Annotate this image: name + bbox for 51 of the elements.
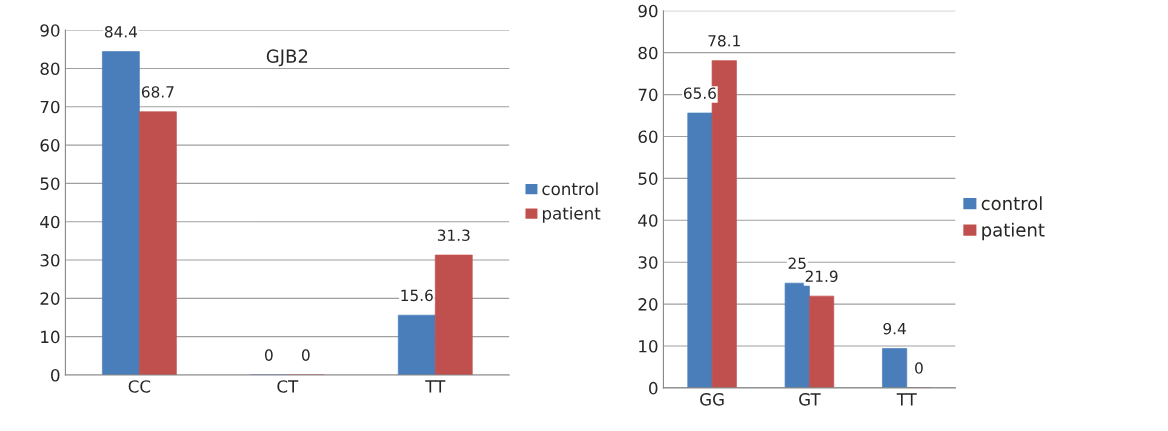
y-tick-label: 60 — [638, 130, 658, 144]
data-label: 0 — [301, 349, 310, 361]
legend-label: patient — [982, 222, 1045, 241]
bar — [882, 348, 908, 388]
data-label: 78.1 — [708, 35, 740, 47]
y-tick-label: 70 — [40, 100, 60, 114]
y-tick-label: 20 — [638, 298, 658, 311]
y-tick-label: 80 — [40, 62, 60, 76]
legend-label: control — [542, 182, 598, 196]
y-tick-label: 10 — [41, 330, 60, 344]
data-label: 31.3 — [437, 229, 470, 241]
x-tick-label: GG — [700, 393, 724, 406]
bar — [434, 254, 473, 375]
y-tick-label: 0 — [649, 381, 658, 395]
y-tick-label: 40 — [638, 214, 658, 227]
data-label: 15.6 — [401, 289, 433, 302]
data-label: 84.4 — [104, 26, 138, 38]
y-tick-label: 70 — [638, 88, 658, 102]
bar — [809, 295, 835, 388]
y-tick-label: 90 — [638, 4, 658, 18]
y-tick-label: 50 — [40, 177, 60, 190]
text: GJB2 — [266, 49, 308, 67]
x-tick-label: GT — [799, 393, 821, 406]
y-tick-label: 80 — [638, 46, 658, 60]
y-tick-label: 90 — [40, 24, 60, 37]
legend-label: control — [981, 196, 1042, 211]
data-label: 21.9 — [805, 270, 838, 283]
data-label: 68.7 — [141, 86, 174, 98]
bar — [139, 111, 177, 375]
y-tick-label: 0 — [51, 368, 60, 382]
data-label: 0 — [915, 362, 923, 374]
x-tick-label: CC — [128, 380, 151, 393]
y-tick-label: 40 — [40, 215, 60, 229]
bar — [102, 51, 140, 375]
legend-label: patient — [542, 206, 601, 223]
y-tick-label: 60 — [40, 139, 60, 152]
x-tick-label: CT — [277, 380, 299, 393]
bar — [687, 112, 713, 388]
x-tick-label: TT — [896, 393, 917, 406]
y-tick-label: 20 — [40, 292, 60, 305]
y-tick-label: 10 — [639, 339, 658, 353]
y-tick-label: 50 — [638, 172, 658, 185]
bar — [397, 314, 436, 375]
data-label: 65.6 — [683, 87, 716, 99]
y-tick-label: 30 — [40, 254, 60, 267]
x-tick-label: TT — [425, 380, 446, 393]
data-label: 25 — [788, 257, 806, 270]
data-label: 9.4 — [883, 322, 906, 335]
y-tick-label: 30 — [638, 256, 658, 269]
bar — [784, 282, 810, 388]
data-label: 0 — [264, 349, 273, 361]
